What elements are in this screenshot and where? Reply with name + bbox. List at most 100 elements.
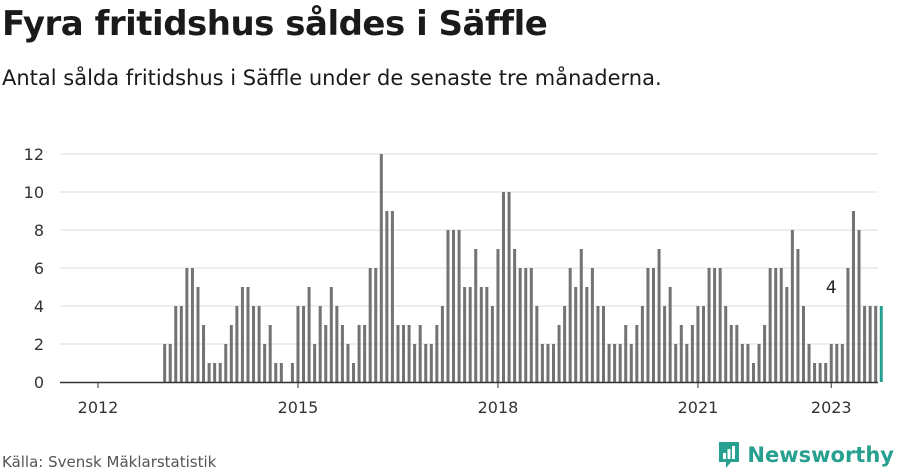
bar	[163, 344, 167, 382]
bar	[735, 325, 739, 382]
brand[interactable]: Newsworthy	[717, 440, 894, 470]
bar	[690, 325, 694, 382]
bar	[335, 306, 339, 382]
bar	[624, 325, 628, 382]
bar	[546, 344, 550, 382]
bar	[407, 325, 411, 382]
bar	[790, 230, 794, 382]
y-tick-label: 6	[34, 259, 44, 278]
bar	[879, 306, 883, 382]
bar	[179, 306, 183, 382]
bar	[402, 325, 406, 382]
y-tick-label: 12	[24, 145, 44, 164]
newsworthy-logo-icon	[719, 442, 740, 468]
bar	[557, 325, 561, 382]
bar	[457, 230, 461, 382]
bar	[857, 230, 861, 382]
bar	[774, 268, 778, 382]
bar	[763, 325, 767, 382]
bar	[357, 325, 361, 382]
bar	[379, 154, 383, 382]
bar	[874, 306, 878, 382]
y-tick-label: 2	[34, 335, 44, 354]
bar	[418, 325, 422, 382]
bar	[829, 344, 833, 382]
bar	[685, 344, 689, 382]
bar	[346, 344, 350, 382]
bar	[724, 306, 728, 382]
bar	[540, 344, 544, 382]
bar	[652, 268, 655, 382]
bar	[679, 325, 683, 382]
bar	[518, 268, 522, 382]
bar	[290, 363, 294, 382]
bar	[413, 344, 417, 382]
latest-value-annotation: 4	[826, 278, 837, 298]
bar	[563, 306, 567, 382]
x-tick-label: 2012	[78, 398, 119, 417]
bar	[863, 306, 867, 382]
bar	[701, 306, 705, 382]
bar	[318, 306, 322, 382]
bar	[502, 192, 506, 382]
y-tick-label: 4	[34, 297, 44, 316]
bar	[552, 344, 556, 382]
bar	[229, 325, 233, 382]
bar	[640, 306, 644, 382]
bar	[507, 192, 511, 382]
bar	[840, 344, 844, 382]
bar	[190, 268, 194, 382]
bar	[801, 306, 805, 382]
bar	[596, 306, 600, 382]
bar	[496, 249, 500, 382]
bar	[646, 268, 650, 382]
bar	[796, 249, 800, 382]
bar	[340, 325, 344, 382]
bar	[352, 363, 356, 382]
bar	[207, 363, 211, 382]
bar	[363, 325, 367, 382]
bar	[246, 287, 250, 382]
bar	[274, 363, 278, 382]
bar	[851, 211, 855, 382]
bar	[307, 287, 311, 382]
bar	[813, 363, 817, 382]
bar	[302, 306, 306, 382]
bar	[213, 363, 217, 382]
bar	[574, 287, 578, 382]
x-tick-label: 2015	[278, 398, 319, 417]
bar	[324, 325, 328, 382]
bar	[713, 268, 717, 382]
bar	[424, 344, 428, 382]
bar	[235, 306, 239, 382]
chart-subtitle: Antal sålda fritidshus i Säffle under de…	[2, 66, 662, 90]
bar	[440, 306, 444, 382]
bar	[768, 268, 772, 382]
bar	[668, 287, 672, 382]
bar	[602, 306, 606, 382]
source-note: Källa: Svensk Mäklarstatistik	[2, 453, 217, 471]
bar	[485, 287, 489, 382]
bar	[390, 211, 394, 382]
y-tick-label: 8	[34, 221, 44, 240]
bar	[568, 268, 572, 382]
bar	[585, 287, 589, 382]
bar	[202, 325, 206, 382]
bar	[313, 344, 317, 382]
bar	[579, 249, 583, 382]
bar	[835, 344, 839, 382]
bar	[435, 325, 439, 382]
bar	[607, 344, 611, 382]
bar	[374, 268, 378, 382]
bar	[513, 249, 517, 382]
bar	[729, 325, 733, 382]
bar	[474, 249, 478, 382]
bar	[757, 344, 761, 382]
x-tick-label: 2018	[478, 398, 519, 417]
bar	[224, 344, 228, 382]
bar	[524, 268, 528, 382]
bar	[185, 268, 189, 382]
bar	[785, 287, 789, 382]
bar	[196, 287, 200, 382]
bar	[368, 268, 372, 382]
